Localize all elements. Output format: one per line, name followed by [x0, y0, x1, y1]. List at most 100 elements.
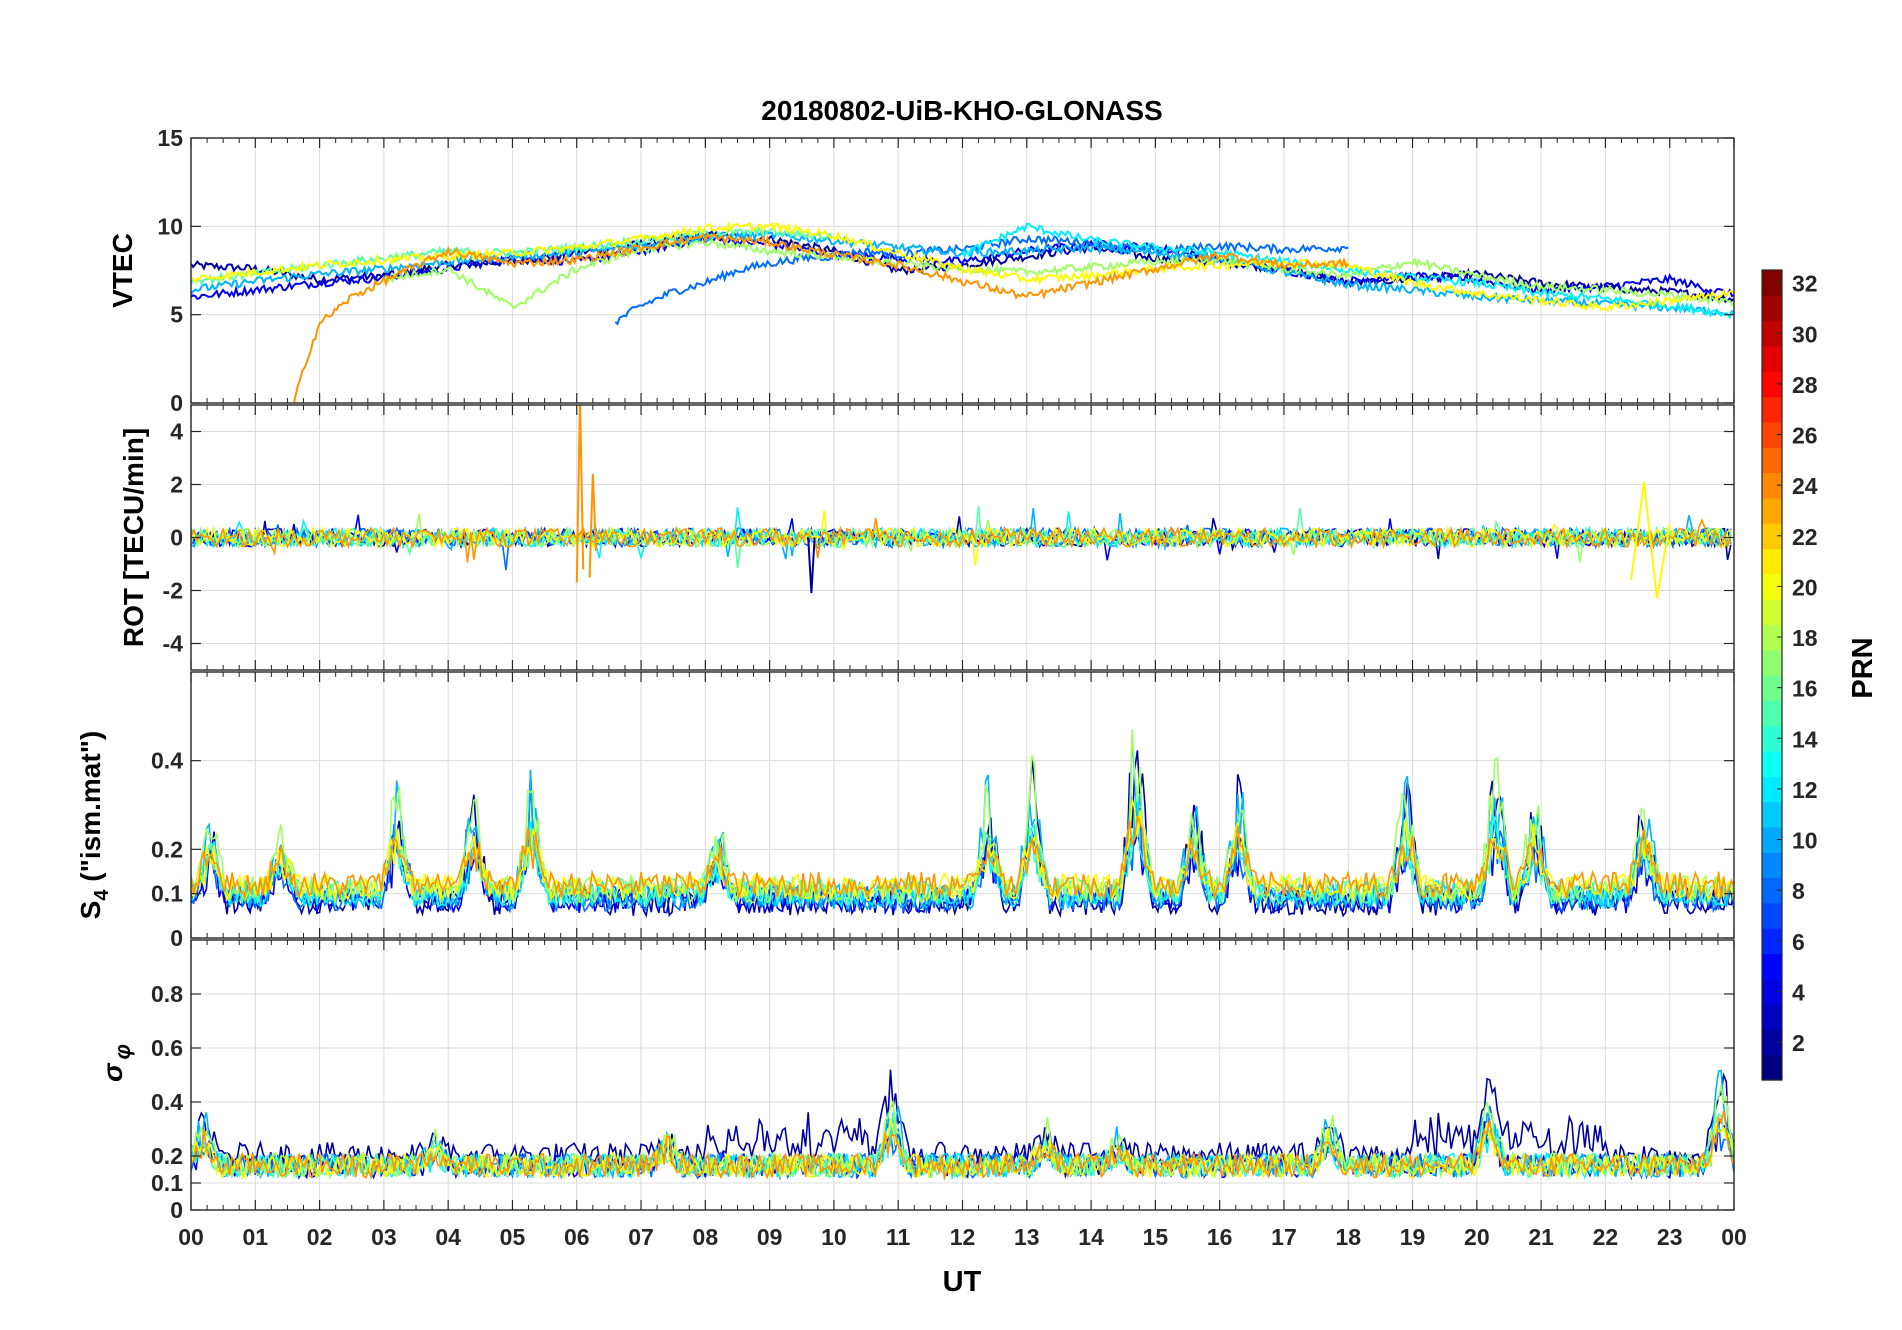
s4-y-label-rest: ("ism.mat")	[75, 731, 106, 890]
x-tick-label: 02	[307, 1224, 333, 1250]
x-tick-label: 16	[1207, 1224, 1233, 1250]
colorbar-swatch	[1762, 675, 1782, 701]
x-tick-label: 18	[1335, 1224, 1361, 1250]
colorbar-swatch	[1762, 523, 1782, 550]
colorbar-swatch	[1762, 320, 1782, 347]
s4-y-label: S4 ("ism.mat")	[75, 731, 113, 920]
colorbar-swatch	[1762, 978, 1782, 1005]
y-tick-label: 4	[170, 419, 183, 445]
x-tick-label: 07	[628, 1224, 654, 1250]
colorbar-swatch	[1762, 599, 1782, 625]
rot-spike	[575, 405, 585, 583]
colorbar-tick-label: 32	[1792, 271, 1818, 297]
colorbar-tick-label: 6	[1792, 929, 1805, 955]
x-tick-label: 20	[1464, 1224, 1490, 1250]
y-tick-label: 0	[170, 925, 183, 951]
x-tick-label: 06	[564, 1224, 590, 1250]
sigma-phi-panel: 00.10.2 0.4 0.6 0.8 00 01 02 03 04 05 06 07 08 09 10 11…	[97, 939, 1747, 1250]
colorbar-swatch	[1762, 371, 1782, 398]
x-tick-label: 12	[950, 1224, 976, 1250]
y-tick-label: 0.1	[151, 1170, 183, 1196]
y-tick-label: -4	[163, 631, 184, 657]
colorbar-swatch	[1762, 573, 1782, 600]
colorbar-label: PRN	[1847, 637, 1879, 698]
colorbar-swatch	[1762, 826, 1782, 853]
rot-y-label: ROT [TECU/min]	[118, 428, 149, 647]
colorbar-swatch	[1762, 801, 1782, 828]
y-tick-label: 0.6	[151, 1035, 183, 1061]
s4-y-label-main: S	[75, 901, 106, 920]
x-tick-label: 19	[1400, 1224, 1426, 1250]
colorbar-tick-label: 12	[1792, 777, 1818, 803]
y-tick-label: 0.1	[151, 881, 183, 907]
colorbar-swatch	[1762, 270, 1782, 296]
colorbar-tick-label: 14	[1792, 726, 1818, 752]
colorbar-swatch	[1762, 345, 1782, 372]
y-tick-label: 0.2	[151, 1143, 183, 1169]
colorbar-swatch	[1762, 902, 1782, 929]
colorbar-swatch	[1762, 928, 1782, 955]
colorbar-swatch	[1762, 497, 1782, 524]
colorbar-swatch	[1762, 953, 1782, 980]
y-tick-label: 0	[170, 525, 183, 551]
y-tick-label: 10	[157, 213, 183, 239]
s4-panel: 0 0.1 0.2 0.4 S4 ("ism.mat")	[75, 671, 1735, 951]
s4-y-label-sub: 4	[91, 889, 113, 901]
colorbar-tick-label: 24	[1792, 473, 1818, 499]
colorbar-tick-label: 20	[1792, 574, 1818, 600]
colorbar-swatch	[1762, 725, 1782, 752]
rot-spike	[588, 473, 597, 578]
rot-spike	[1630, 481, 1671, 599]
colorbar-swatch	[1762, 295, 1782, 322]
x-tick-label: 04	[435, 1224, 461, 1250]
data-layer	[191, 1069, 1734, 1181]
data-layer	[191, 220, 1734, 403]
y-tick-label: 0.8	[151, 981, 183, 1007]
colorbar-swatch	[1762, 1029, 1782, 1056]
sigma-y-label: σφ	[97, 1044, 135, 1082]
x-tick-label: 10	[821, 1224, 847, 1250]
vtec-series-12	[961, 222, 1734, 320]
s4-series-23	[191, 815, 1734, 901]
sigma-series-20	[191, 1118, 1734, 1181]
x-tick-label: 09	[757, 1224, 783, 1250]
x-tick-label: 21	[1528, 1224, 1554, 1250]
colorbar-swatch	[1762, 624, 1782, 651]
colorbar-tick-label: 16	[1792, 676, 1818, 702]
y-tick-label: 0.4	[151, 748, 183, 774]
y-tick-label: 0	[170, 390, 183, 416]
colorbar-tick-label: 18	[1792, 625, 1818, 651]
x-tick-label: 11	[886, 1224, 911, 1250]
colorbar-swatch	[1762, 877, 1782, 904]
vtec-series-23	[292, 232, 1350, 403]
colorbar-swatch	[1762, 447, 1782, 474]
colorbar-frame	[1761, 269, 1783, 1081]
data-layer	[191, 729, 1734, 919]
x-tick-label: 01	[242, 1224, 268, 1250]
y-tick-label: 15	[157, 125, 183, 151]
vtec-series-17	[382, 237, 1734, 310]
x-tick-label: 13	[1014, 1224, 1040, 1250]
x-tick-label: 14	[1078, 1224, 1104, 1250]
x-tick-label: 15	[1143, 1224, 1169, 1250]
x-tick-label: 03	[371, 1224, 397, 1250]
y-tick-label: 2	[170, 472, 183, 498]
x-tick-label: 05	[500, 1224, 526, 1250]
colorbar-tick-label: 10	[1792, 828, 1818, 854]
colorbar-swatch	[1762, 649, 1782, 676]
colorbar-swatch	[1762, 548, 1782, 575]
data-layer	[191, 405, 1732, 599]
sigma-y-label-main: σ	[97, 1062, 128, 1082]
colorbar-tick-label: 2	[1792, 1030, 1805, 1056]
colorbar-swatch	[1762, 1054, 1782, 1081]
colorbar-swatch	[1762, 396, 1782, 423]
x-tick-label: 22	[1593, 1224, 1619, 1250]
y-tick-label: -2	[163, 578, 183, 604]
x-tick-label: 08	[693, 1224, 719, 1250]
x-tick-label: 23	[1657, 1224, 1683, 1250]
y-tick-label: 5	[170, 302, 183, 328]
colorbar-swatch	[1762, 852, 1782, 879]
colorbar-swatch	[1762, 700, 1782, 727]
colorbar-tick-label: 28	[1792, 372, 1818, 398]
